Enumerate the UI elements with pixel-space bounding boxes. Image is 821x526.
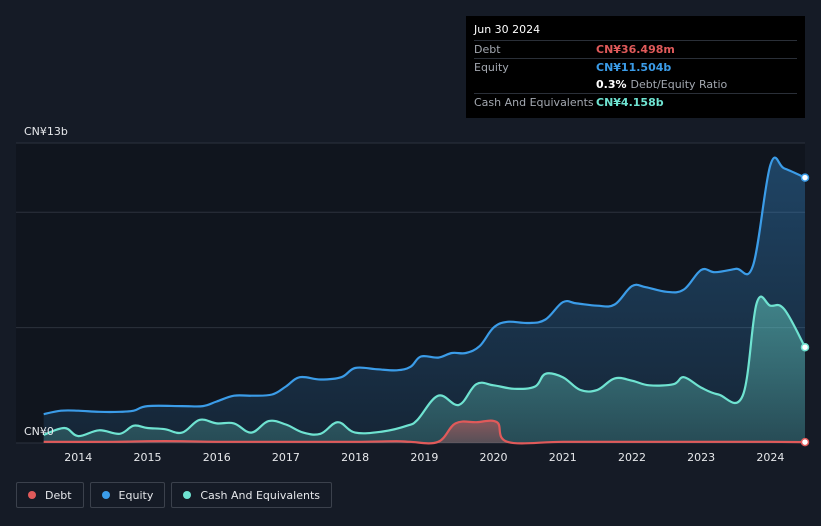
legend-label: Debt xyxy=(45,488,72,502)
tooltip-row-debt: Debt CN¥36.498m xyxy=(474,40,797,58)
tooltip-label: Cash And Equivalents xyxy=(474,96,594,109)
data-tooltip: Jun 30 2024 Debt CN¥36.498m Equity CN¥11… xyxy=(466,16,805,118)
x-tick-label: 2018 xyxy=(341,451,369,464)
x-tick-label: 2014 xyxy=(64,451,92,464)
tooltip-value: 0.3% xyxy=(596,78,627,91)
endpoint-marker-equity xyxy=(800,173,810,182)
tooltip-row-equity: Equity CN¥11.504b xyxy=(474,58,797,76)
x-tick-label: 2022 xyxy=(618,451,646,464)
x-tick-label: 2024 xyxy=(756,451,784,464)
legend-dot-icon xyxy=(101,491,110,499)
x-tick-label: 2020 xyxy=(480,451,508,464)
tooltip-label xyxy=(474,76,596,93)
y-axis-bottom-label: CN¥0 xyxy=(24,425,54,438)
x-tick-label: 2019 xyxy=(410,451,438,464)
line-cash-and-equivalents xyxy=(43,295,806,438)
tooltip-value: CN¥11.504b xyxy=(596,61,672,74)
legend-item-equity[interactable]: Equity xyxy=(89,482,166,508)
tooltip-value: CN¥4.158b xyxy=(596,96,664,109)
tooltip-label: Equity xyxy=(474,61,509,74)
x-tick-label: 2023 xyxy=(687,451,715,464)
legend-dot-icon xyxy=(28,491,36,499)
x-tick-label: 2015 xyxy=(134,451,162,464)
y-axis-top-label: CN¥13b xyxy=(24,125,68,138)
line-equity xyxy=(43,156,806,416)
x-tick-label: 2021 xyxy=(549,451,577,464)
legend-label: Cash And Equivalents xyxy=(200,488,320,502)
area-equity xyxy=(43,157,805,443)
legend-label: Equity xyxy=(118,488,154,502)
legend-item-debt[interactable]: Debt xyxy=(16,482,84,508)
area-cash-and-equivalents xyxy=(43,296,805,443)
line-debt xyxy=(43,419,806,445)
tooltip-row-cash: Cash And Equivalents CN¥4.158b xyxy=(474,93,797,111)
x-tick-label: 2016 xyxy=(203,451,231,464)
legend-dot-icon xyxy=(183,491,192,499)
chart-legend: Debt Equity Cash And Equivalents xyxy=(16,482,332,508)
tooltip-row-ratio: 0.3% Debt/Equity Ratio xyxy=(474,76,797,93)
x-tick-label: 2017 xyxy=(272,451,300,464)
endpoint-marker-debt xyxy=(800,437,810,447)
tooltip-date: Jun 30 2024 xyxy=(474,23,541,36)
endpoint-marker-cash-and-equivalents xyxy=(800,342,810,352)
tooltip-label: Debt xyxy=(474,43,501,56)
tooltip-value: CN¥36.498m xyxy=(596,43,675,56)
tooltip-ratio-label: Debt/Equity Ratio xyxy=(630,78,728,91)
legend-item-cash[interactable]: Cash And Equivalents xyxy=(171,482,332,508)
